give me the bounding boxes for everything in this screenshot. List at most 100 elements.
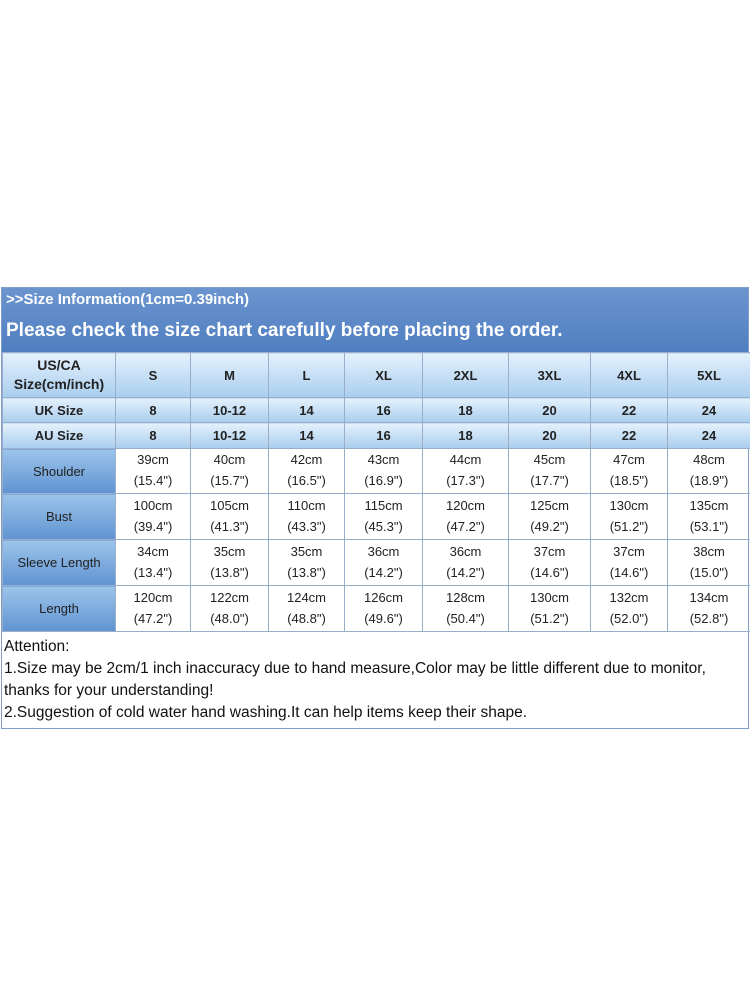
measure-cell: 124cm (48.8") (268, 585, 345, 632)
uk-size-cell: 18 (422, 397, 509, 423)
cm-value: 122cm (209, 589, 250, 605)
measure-cell: 100cm (39.4") (115, 493, 191, 540)
au-size-cell: 20 (508, 422, 591, 449)
measure-row-shoulder: Shoulder 39cm (15.4") 40cm (15.7") 42cm (16… (2, 448, 750, 494)
size-header: XL (344, 352, 423, 398)
inch-value: (15.0") (689, 564, 729, 580)
measure-cell: 105cm (41.3") (190, 493, 269, 540)
cm-value: 105cm (209, 497, 250, 513)
cm-value: 36cm (367, 543, 400, 559)
measure-cell: 47cm (18.5") (590, 448, 668, 494)
inch-value: (14.6") (530, 564, 569, 580)
size-header: L (268, 352, 345, 398)
measure-cell: 45cm (17.7") (508, 448, 591, 494)
size-header: 3XL (508, 352, 591, 398)
size-header: 4XL (590, 352, 668, 398)
inch-value: (14.2") (364, 564, 403, 580)
cm-value: 37cm (613, 543, 645, 559)
size-header: S (115, 352, 191, 398)
measure-row-length: Length 120cm (47.2") 122cm (48.0") 124cm (4… (2, 585, 750, 632)
measure-cell: 132cm (52.0") (590, 585, 668, 632)
cm-value: 40cm (213, 452, 246, 467)
au-size-row: AU Size 8 10-12 14 16 18 20 22 24 (2, 422, 750, 449)
cm-value: 126cm (363, 589, 404, 605)
uk-size-row: UK Size 8 10-12 14 16 18 20 22 24 (2, 397, 750, 423)
inch-value: (45.3") (364, 518, 403, 534)
cm-value: 34cm (137, 543, 169, 559)
cm-value: 42cm (290, 452, 323, 467)
measure-label: Bust (2, 493, 116, 540)
uk-size-cell: 24 (667, 397, 750, 423)
inch-value: (51.2") (609, 518, 649, 534)
inch-value: (43.3") (287, 518, 326, 534)
inch-value: (16.5") (287, 473, 326, 488)
size-table: US/CA Size(cm/inch) S M L XL 2XL 3XL 4XL… (2, 352, 750, 632)
measure-cell: 36cm (14.2") (344, 539, 423, 586)
measure-cell: 122cm (48.0") (190, 585, 269, 632)
cm-value: 115cm (364, 497, 403, 513)
note-line-2: thanks for your understanding! (4, 682, 214, 699)
inch-value: (48.8") (287, 610, 326, 626)
inch-value: (15.7") (210, 473, 249, 488)
measure-cell: 120cm (47.2") (115, 585, 191, 632)
measure-cell: 38cm (15.0") (667, 539, 750, 586)
measure-cell: 134cm (52.8") (667, 585, 750, 632)
measure-cell: 115cm (45.3") (344, 493, 423, 540)
uk-size-cell: 14 (268, 397, 345, 423)
cm-value: 124cm (286, 589, 327, 605)
measure-cell: 42cm (16.5") (268, 448, 345, 494)
measure-cell: 34cm (13.4") (115, 539, 191, 586)
measure-cell: 48cm (18.9") (667, 448, 750, 494)
inch-value: (16.9") (364, 473, 403, 488)
measure-cell: 128cm (50.4") (422, 585, 509, 632)
measure-cell: 120cm (47.2") (422, 493, 509, 540)
uk-size-label: UK Size (2, 397, 116, 423)
measure-cell: 135cm (53.1") (667, 493, 750, 540)
cm-value: 45cm (533, 452, 566, 467)
cm-value: 125cm (529, 497, 570, 513)
uk-size-cell: 10-12 (190, 397, 269, 423)
measure-cell: 39cm (15.4") (115, 448, 191, 494)
inch-value: (18.5") (609, 473, 649, 488)
measure-cell: 110cm (43.3") (268, 493, 345, 540)
cm-value: 120cm (133, 589, 173, 605)
measure-row-sleeve-length: Sleeve Length 34cm (13.4") 35cm (13.8") 35… (2, 539, 750, 586)
cm-value: 130cm (529, 589, 570, 605)
measure-cell: 125cm (49.2") (508, 493, 591, 540)
uk-size-cell: 8 (115, 397, 191, 423)
cm-value: 134cm (689, 589, 729, 605)
inch-value: (47.2") (133, 610, 173, 626)
cm-value: 110cm (287, 497, 326, 513)
cm-value: 120cm (445, 497, 486, 513)
inch-value: (41.3") (210, 518, 249, 534)
cm-value: 128cm (445, 589, 486, 605)
au-size-cell: 18 (422, 422, 509, 449)
measure-cell: 35cm (13.8") (190, 539, 269, 586)
cm-value: 36cm (449, 543, 482, 559)
attention-notes: Attention: 1.Size may be 2cm/1 inch inac… (2, 632, 748, 728)
cm-value: 35cm (213, 543, 246, 559)
au-size-cell: 10-12 (190, 422, 269, 449)
note-line-3: 2.Suggestion of cold water hand washing.… (4, 704, 528, 721)
measure-cell: 43cm (16.9") (344, 448, 423, 494)
cm-value: 132cm (609, 589, 649, 605)
inch-value: (18.9") (689, 473, 729, 488)
measure-cell: 130cm (51.2") (590, 493, 668, 540)
inch-value: (13.4") (133, 564, 173, 580)
corner-line-1: US/CA (37, 357, 81, 373)
au-size-cell: 22 (590, 422, 668, 449)
cm-value: 43cm (367, 452, 400, 467)
measure-row-bust: Bust 100cm (39.4") 105cm (41.3") 110cm (43.… (2, 493, 750, 540)
au-size-cell: 14 (268, 422, 345, 449)
inch-value: (13.8") (287, 564, 326, 580)
inch-value: (52.8") (689, 610, 729, 626)
inch-value: (17.7") (530, 473, 569, 488)
inch-value: (47.2") (446, 518, 485, 534)
measure-cell: 44cm (17.3") (422, 448, 509, 494)
info-banner: >>Size Information(1cm=0.39inch) Please … (2, 288, 748, 352)
au-size-cell: 24 (667, 422, 750, 449)
uk-size-cell: 22 (590, 397, 668, 423)
measure-cell: 130cm (51.2") (508, 585, 591, 632)
cm-value: 38cm (693, 543, 725, 559)
corner-line-2: Size(cm/inch) (13, 376, 105, 392)
